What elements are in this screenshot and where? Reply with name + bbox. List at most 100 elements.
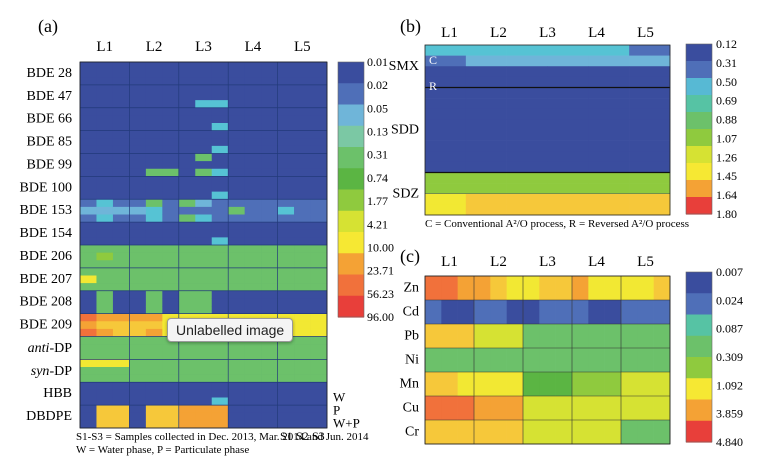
heatmap-a-cell — [162, 260, 180, 269]
heatmap-a-cell — [112, 351, 130, 360]
heatmap-a-cell — [129, 351, 147, 360]
heatmap-a-cell — [261, 283, 278, 292]
heatmap-b-cell — [547, 66, 589, 78]
heatmap-a-cell — [162, 237, 180, 246]
colorbar-a-tick: 4.21 — [367, 217, 388, 231]
heatmap-c-cell — [523, 396, 540, 421]
heatmap-c-cell — [441, 420, 458, 445]
heatmap-a-cell — [96, 206, 114, 215]
heatmap-a-cell — [228, 313, 245, 322]
heatmap-b-cell — [629, 161, 671, 173]
heatmap-c-cell — [588, 276, 605, 301]
heatmap-a-cell — [80, 306, 97, 314]
heatmap-a-cell — [228, 351, 245, 360]
heatmap-a-cell — [277, 92, 295, 101]
heatmap-a-cell — [310, 275, 328, 284]
heatmap-c-cell — [539, 420, 556, 445]
heatmap-a-cell — [294, 374, 311, 383]
heatmap-a-cell — [195, 62, 213, 70]
heatmap-a-cell — [195, 382, 213, 391]
heatmap-a-cell — [277, 313, 295, 322]
heatmap-c-cell — [425, 420, 442, 445]
heatmap-c-cell — [621, 348, 638, 373]
colorbar-c-tick: 4.840 — [716, 435, 743, 449]
heatmap-a-cell — [162, 161, 180, 170]
row-label-a: BDE 154 — [20, 226, 73, 241]
heatmap-a-cell — [80, 130, 97, 139]
heatmap-a-cell — [310, 206, 328, 215]
heatmap-a-cell — [162, 382, 180, 391]
heatmap-b-cell — [425, 66, 467, 78]
heatmap-a-cell — [96, 62, 114, 70]
heatmap-a-cell — [211, 237, 229, 246]
heatmap-a-cell — [145, 161, 163, 170]
heatmap-c-cell — [523, 276, 540, 301]
heatmap-a-cell — [112, 123, 130, 131]
heatmap-b-cell — [506, 55, 548, 67]
heatmap-a-cell — [310, 389, 328, 398]
heatmap-a-cell — [195, 115, 213, 124]
heatmap-c-cell — [653, 420, 671, 445]
heatmap-a-cell — [195, 214, 213, 223]
heatmap-a-cell — [195, 191, 213, 200]
heatmap-a-cell — [211, 176, 229, 185]
row-label-c: Cr — [405, 425, 419, 440]
heatmap-a-cell — [195, 168, 213, 177]
heatmap-a-cell — [80, 298, 97, 307]
colorbar-b-tick: 0.69 — [716, 94, 737, 108]
heatmap-a-cell — [310, 191, 328, 200]
heatmap-a-cell — [145, 275, 163, 284]
heatmap-a-cell — [112, 298, 130, 307]
heatmap-a-cell — [277, 252, 295, 261]
heatmap-a-cell — [244, 344, 262, 353]
heatmap-b-cell — [629, 45, 671, 56]
heatmap-a-cell — [80, 267, 97, 276]
heatmap-c-cell — [425, 348, 442, 373]
heatmap-a-cell — [145, 313, 163, 322]
heatmap-a-cell — [178, 237, 196, 246]
colorbar-c-tick: 0.309 — [716, 350, 743, 364]
heatmap-a-cell — [129, 252, 147, 261]
heatmap-c-cell — [523, 372, 540, 397]
colorbar-c-swatch — [686, 420, 712, 443]
heatmap-a-cell — [112, 69, 130, 78]
heatmap-a-cell — [211, 283, 229, 292]
heatmap-c-cell — [474, 276, 491, 301]
heatmap-c-cell — [572, 420, 589, 445]
heatmap-a-cell — [162, 107, 180, 116]
heatmap-a-cell — [261, 260, 278, 269]
heatmap-a-cell — [294, 161, 311, 170]
heatmap-c-cell — [555, 348, 573, 373]
heatmap-b-cell — [629, 55, 671, 67]
heatmap-a-cell — [211, 397, 229, 406]
heatmap-a-cell — [244, 168, 262, 177]
heatmap-a-cell — [129, 123, 147, 131]
heatmap-a-cell — [195, 92, 213, 101]
heatmap-b-frame — [424, 44, 671, 216]
unlabelled-image-tooltip: Unlabelled image — [167, 318, 294, 342]
heatmap-a-cell — [211, 84, 229, 93]
heatmap-a-cell — [228, 382, 245, 391]
heatmap-a-cell — [294, 351, 311, 360]
heatmap-a-cell — [96, 168, 114, 177]
heatmap-a-cell — [145, 382, 163, 391]
heatmap-c-cell — [653, 372, 671, 397]
heatmap-a-cell — [145, 306, 163, 314]
heatmap-a-cell — [277, 130, 295, 139]
heatmap-a-cell — [294, 382, 311, 391]
heatmap-a-cell — [112, 199, 130, 208]
heatmap-a-cell — [96, 199, 114, 208]
heatmap-a-cell — [228, 306, 245, 314]
heatmap-a-cell — [261, 130, 278, 139]
column-label-b: L2 — [490, 25, 507, 41]
heatmap-a-cell — [294, 123, 311, 131]
heatmap-a-cell — [277, 397, 295, 406]
heatmap-a-cell — [244, 214, 262, 223]
colorbar-c-swatch — [686, 399, 712, 422]
heatmap-a-cell — [244, 138, 262, 147]
heatmap-a-cell — [228, 206, 245, 215]
heatmap-a-cell — [244, 412, 262, 421]
heatmap-c-cell — [523, 300, 540, 325]
column-label-b: L4 — [588, 25, 605, 41]
heatmap-a-cell — [211, 267, 229, 276]
